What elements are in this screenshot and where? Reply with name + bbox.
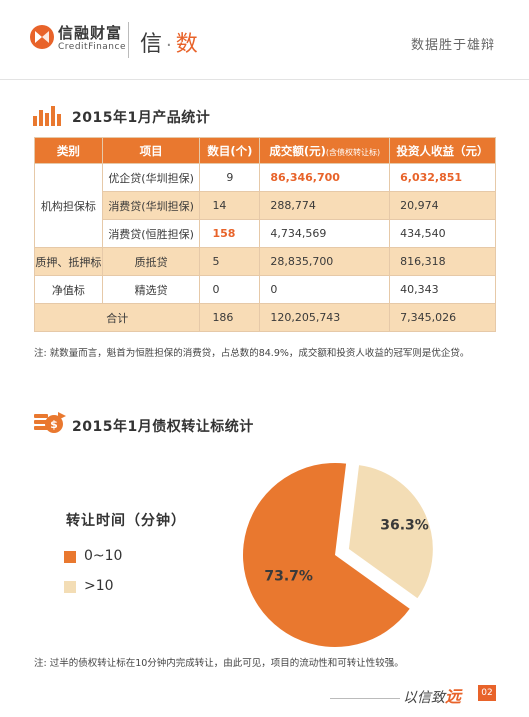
legend-swatch <box>64 551 76 563</box>
header-slogan: 信 · 数 <box>140 26 198 58</box>
section-title-products: 2015年1月产品统计 <box>72 110 211 126</box>
table-cell: 9 <box>199 163 261 192</box>
chart-note: 注: 过半的债权转让标在10分钟内完成转让，由此可见，项目的流动性和可转让性较强… <box>34 658 404 669</box>
table-total-row: 合计 186 120,205,743 7,345,026 <box>33 303 496 332</box>
table-cell: 0 <box>199 275 261 304</box>
table-row: 净值标 精选贷 0 0 40,343 <box>34 275 496 304</box>
table-cell: 28,835,700 <box>259 247 391 276</box>
slogan-char-xin: 信 <box>140 32 163 57</box>
coins-icon: $ <box>34 412 66 433</box>
section-title-transfer: 2015年1月债权转让标统计 <box>72 419 254 435</box>
table-cell: 816,318 <box>389 247 496 276</box>
creditfinance-logo-icon <box>30 25 54 49</box>
table-cell: 434,540 <box>389 219 496 248</box>
table-cell: 4,734,569 <box>259 219 391 248</box>
pie-label-0: 73.7% <box>264 568 313 584</box>
table-cell: 净值标 <box>34 275 103 304</box>
table-row: 消费贷(华圳担保) 14 288,774 20,974 <box>35 191 496 220</box>
footer-rule <box>330 698 400 699</box>
table-cell: 合计 <box>33 303 201 332</box>
table-cell: 精选贷 <box>101 275 201 304</box>
legend-swatch <box>64 581 76 593</box>
slogan-char-shu: 数 <box>175 32 198 57</box>
table-cell: 机构担保标 <box>34 163 103 248</box>
table-cell: 消费贷(恒胜担保) <box>101 219 201 248</box>
page-header: 信融财富 CreditFinance 信 · 数 数据胜于雄辩 <box>0 0 529 80</box>
pie-slice-1 <box>346 462 435 601</box>
legend-title: 转让时间（分钟） <box>66 513 186 529</box>
transfer-pie-chart: 73.7% 36.3% <box>243 462 435 647</box>
table-cell: 0 <box>259 275 391 304</box>
table-cell: 20,974 <box>389 191 496 220</box>
table-cell: 158 <box>199 219 261 248</box>
product-stats-table: 类别 项目 数目(个) 成交额(元)(含债权转让标) 投资人收益（元） 机构担保… <box>33 137 496 332</box>
table-cell: 120,205,743 <box>259 303 391 332</box>
table-cell: 优企贷(华圳担保) <box>101 163 201 192</box>
legend-label: 0~10 <box>84 548 123 564</box>
table-cell: 86,346,700 <box>259 163 391 192</box>
bar-chart-icon <box>33 106 61 126</box>
footer-signature: 以信致远 <box>403 687 462 706</box>
logo-name-en: CreditFinance <box>58 42 126 52</box>
table-cell: 6,032,851 <box>389 163 496 192</box>
col-header-item: 项目 <box>101 137 201 164</box>
pie-label-1: 36.3% <box>380 518 429 534</box>
page-number: 02 <box>478 685 496 701</box>
col-header-income: 投资人收益（元） <box>389 137 496 164</box>
table-cell: 消费贷(华圳担保) <box>101 191 201 220</box>
table-cell: 40,343 <box>389 275 496 304</box>
table-cell: 5 <box>199 247 261 276</box>
header-divider <box>128 22 129 58</box>
legend-label: >10 <box>84 578 114 594</box>
table-cell: 质押、抵押标 <box>34 247 103 276</box>
col-header-category: 类别 <box>34 137 103 164</box>
table-cell: 质抵贷 <box>101 247 201 276</box>
table-row: 消费贷(恒胜担保) 158 4,734,569 434,540 <box>35 219 496 248</box>
col-header-amount: 成交额(元)(含债权转让标) <box>259 137 391 164</box>
table-row: 质押、抵押标 质抵贷 5 28,835,700 816,318 <box>34 247 496 276</box>
slogan-dot: · <box>166 35 172 56</box>
col-header-count: 数目(个) <box>199 137 261 164</box>
table-cell: 7,345,026 <box>389 303 496 332</box>
table-cell: 14 <box>199 191 261 220</box>
header-tagline: 数据胜于雄辩 <box>410 38 495 53</box>
pie-slice-0 <box>243 463 410 647</box>
table-row: 机构担保标 优企贷(华圳担保) 9 86,346,700 6,032,851 <box>34 163 496 248</box>
svg-text:$: $ <box>50 418 58 431</box>
table-header-row: 类别 项目 数目(个) 成交额(元)(含债权转让标) 投资人收益（元） <box>34 137 496 164</box>
table-cell: 186 <box>199 303 261 332</box>
table-cell: 288,774 <box>259 191 391 220</box>
table-note: 注: 就数量而言，魁首为恒胜担保的消费贷，占总数的84.9%，成交额和投资人收益… <box>34 348 470 359</box>
logo-name-cn: 信融财富 <box>58 24 123 42</box>
